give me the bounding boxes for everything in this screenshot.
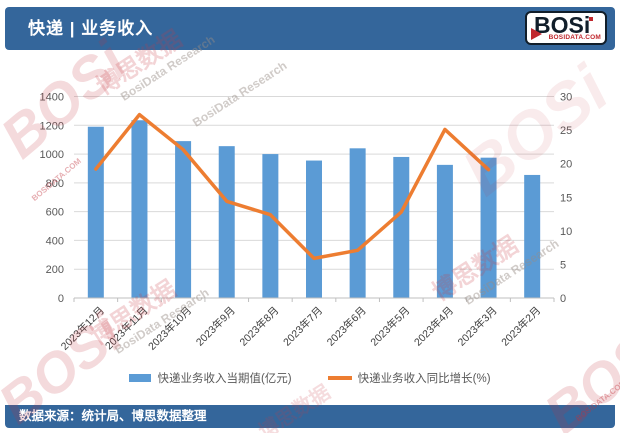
bar-2023年2月 <box>524 174 541 298</box>
left-axis-tick-label: 1200 <box>40 120 64 132</box>
bar-2023年4月 <box>436 164 453 298</box>
bar-series-swatch <box>129 374 152 382</box>
x-axis-category-label: 2023年8月 <box>237 304 282 349</box>
bar-2023年6月 <box>349 148 366 298</box>
bar-2023年7月 <box>306 160 322 298</box>
logo-dot-accent <box>589 17 593 21</box>
x-axis-category-label: 2023年7月 <box>280 304 325 349</box>
bar-2023年9月 <box>218 146 235 298</box>
x-axis-category-label: 2023年4月 <box>411 304 456 349</box>
bar-2023年5月 <box>393 156 410 298</box>
left-axis-tick-label: 400 <box>46 235 64 247</box>
right-axis-tick-label: 5 <box>560 259 566 271</box>
x-axis-category-label: 2023年12月 <box>58 304 107 353</box>
growth-line <box>94 112 491 261</box>
page-title: 快递 | 业务收入 <box>28 19 154 38</box>
right-axis-tick-label: 0 <box>560 293 566 305</box>
revenue-combo-chart: 0 200 400 600 800 1000 1200 1400 0 5 10 15 20 25 30 202… <box>40 92 573 353</box>
right-axis-tick-label: 25 <box>560 125 572 137</box>
line-series-label: 快递业务收入同比增长(%) <box>357 373 491 385</box>
x-axis-category-label: 2023年9月 <box>193 304 238 349</box>
bar-2023年8月 <box>262 154 279 298</box>
right-axis-tick-label: 10 <box>560 226 572 238</box>
right-axis-tick-label: 15 <box>560 192 572 204</box>
x-axis-category-label: 2023年2月 <box>499 304 544 349</box>
left-axis-tick-label: 1000 <box>40 149 64 161</box>
x-axis-category-label: 2023年6月 <box>324 304 369 349</box>
bar-2023年12月 <box>87 126 104 298</box>
header-bar: 快递 | 业务收入 BOSi BOSIDATA.COM <box>5 7 615 50</box>
x-axis-category-label: 2023年3月 <box>455 304 500 349</box>
left-axis-tick-label: 1400 <box>40 92 64 104</box>
bar-2023年3月 <box>480 157 497 298</box>
data-source-text: 数据来源：统计局、博思数据整理 <box>19 409 207 423</box>
bosi-logo: BOSi BOSIDATA.COM <box>525 11 607 45</box>
chart-region: 0 200 400 600 800 1000 1200 1400 0 5 10 15 20 25 30 202… <box>5 52 615 405</box>
bosi-logo-text: BOSi <box>534 12 591 38</box>
x-axis-category-label: 2023年11月 <box>102 304 150 352</box>
logo-triangle-icon <box>531 28 542 40</box>
legend-item-line: 快递业务收入同比增长(%) <box>327 370 491 386</box>
x-axis-category-label: 2023年5月 <box>368 304 413 349</box>
source-bar: 数据来源：统计局、博思数据整理 <box>5 405 615 428</box>
legend-item-bar: 快递业务收入当期值(亿元) <box>129 370 292 386</box>
line-series-swatch <box>327 376 352 380</box>
bar-2023年11月 <box>131 120 148 298</box>
logo-domain-text: BOSIDATA.COM <box>548 34 601 41</box>
bar-series-label: 快递业务收入当期值(亿元) <box>157 373 292 385</box>
right-axis-tick-label: 30 <box>560 92 572 104</box>
left-axis-tick-label: 0 <box>58 293 64 305</box>
left-axis-tick-label: 800 <box>46 178 64 190</box>
left-axis-tick-label: 600 <box>46 207 64 219</box>
left-axis-tick-label: 200 <box>46 264 64 276</box>
chart-legend: 快递业务收入当期值(亿元) 快递业务收入同比增长(%) <box>5 370 615 386</box>
bar-2023年10月 <box>175 141 192 298</box>
right-axis-tick-label: 20 <box>560 159 572 171</box>
x-axis-category-label: 2023年10月 <box>145 304 194 353</box>
